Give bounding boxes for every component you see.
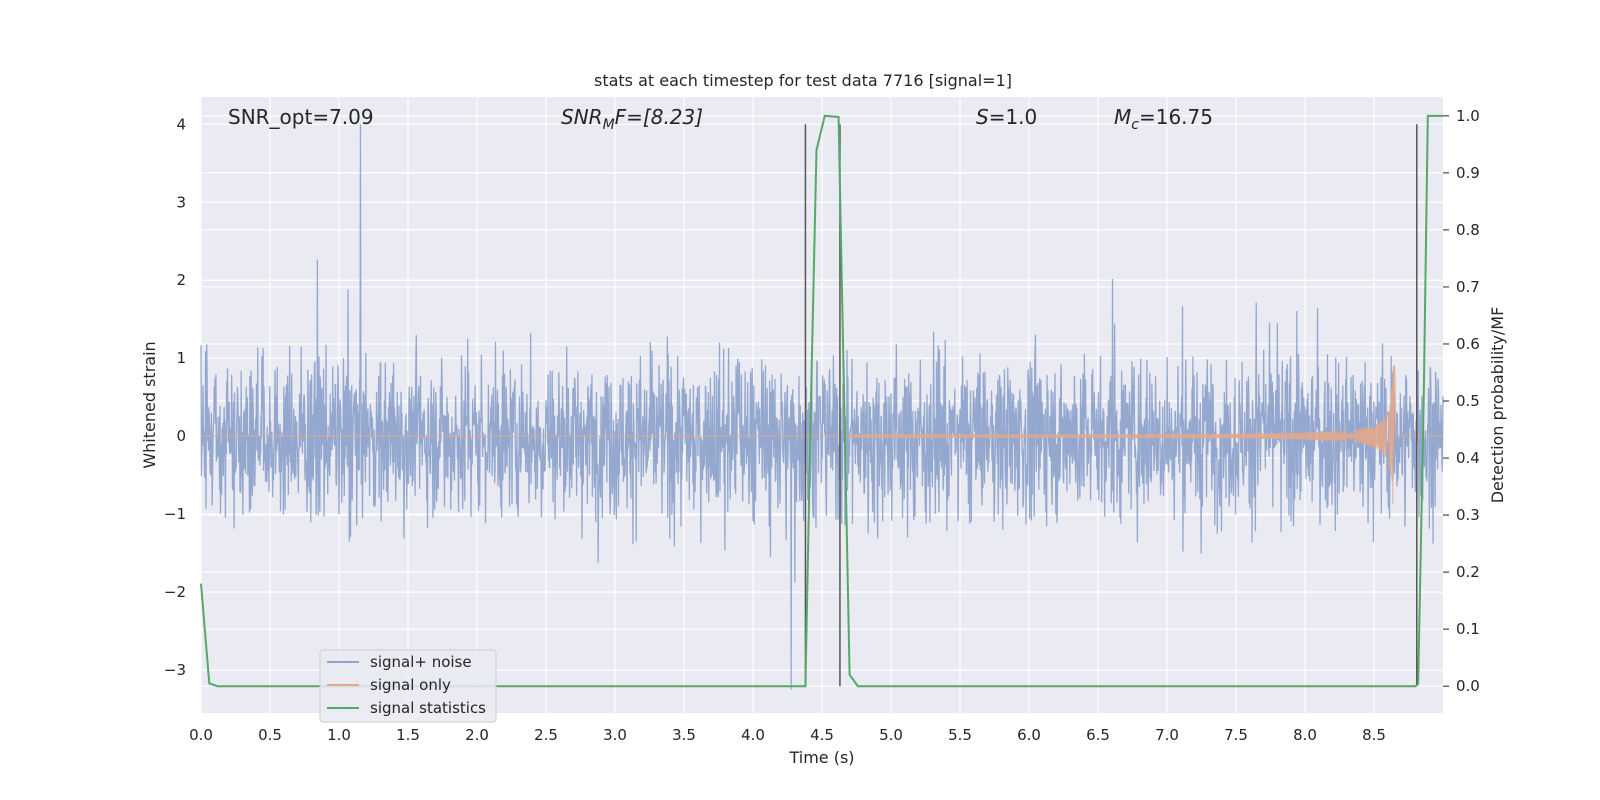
x-tick-label: 8.0 (1293, 726, 1317, 744)
y-right-tick-label: 0.6 (1456, 335, 1480, 353)
y-tick-label: 0 (176, 427, 186, 445)
x-axis-label: Time (s) (788, 748, 854, 767)
y-right-tick-label: 0.1 (1456, 620, 1480, 638)
series-signal-only (201, 365, 1443, 505)
y-tick-label: 1 (176, 349, 186, 367)
y-tick-label: 4 (176, 115, 186, 133)
y-right-axis-label: Detection probability/MF (1488, 307, 1507, 504)
y-right-tick-label: 0.2 (1456, 563, 1480, 581)
snr-mf-suffix: F=[8.23] (615, 105, 703, 129)
y-tick-label: −2 (164, 583, 186, 601)
x-tick-label: 0.0 (189, 726, 213, 744)
y-right-tick-label: 0.3 (1456, 506, 1480, 524)
annotation-s: S=1.0 (976, 105, 1037, 129)
x-tick-label: 8.5 (1362, 726, 1386, 744)
snr-mf-prefix: SNR (561, 105, 603, 129)
mc-suffix: =16.75 (1139, 105, 1213, 129)
y-right-axis-ticks: 1.0 0.9 0.8 0.7 0.6 0.5 0.4 0.3 0.2 0.1 0.0 (1443, 107, 1480, 695)
y-right-tick-label: 0.9 (1456, 164, 1480, 182)
y-axis-ticks: 4 3 2 1 0 −1 −2 −3 (164, 115, 186, 679)
x-tick-label: 3.5 (672, 726, 696, 744)
x-tick-label: 4.5 (810, 726, 834, 744)
annotation-snr-opt: SNR_opt=7.09 (228, 105, 374, 129)
x-tick-label: 3.0 (603, 726, 627, 744)
y-right-tick-label: 0.5 (1456, 392, 1480, 410)
x-tick-label: 7.0 (1155, 726, 1179, 744)
chirp-trace (201, 365, 1443, 505)
legend-label-signal-only: signal only (370, 676, 451, 694)
mc-sub: c (1131, 117, 1139, 133)
y-axis-label: Whitened strain (140, 341, 159, 468)
x-tick-label: 6.0 (1017, 726, 1041, 744)
x-tick-label: 7.5 (1224, 726, 1248, 744)
x-tick-label: 0.5 (258, 726, 282, 744)
x-tick-label: 1.0 (327, 726, 351, 744)
y-tick-label: −3 (164, 661, 186, 679)
y-right-tick-label: 0.7 (1456, 278, 1480, 296)
y-right-tick-label: 0.8 (1456, 221, 1480, 239)
legend-label-signal-statistics: signal statistics (370, 699, 486, 717)
y-tick-label: −1 (164, 505, 186, 523)
y-right-tick-label: 0.0 (1456, 677, 1480, 695)
mc-prefix: M (1114, 105, 1131, 129)
annotation-mc: Mc=16.75 (1114, 105, 1213, 133)
legend-box (319, 649, 497, 723)
legend: signal+ noise signal only signal statist… (319, 649, 497, 723)
x-tick-label: 6.5 (1086, 726, 1110, 744)
y-tick-label: 2 (176, 271, 186, 289)
legend-label-signal-noise: signal+ noise (370, 653, 472, 671)
x-tick-label: 5.5 (948, 726, 972, 744)
x-axis-ticks: 0.0 0.5 1.0 1.5 2.0 2.5 3.0 3.5 4.0 4.5 5.0 5.5 6.0 6… (189, 726, 1386, 744)
noise-trace (200, 124, 1444, 690)
snr-mf-sub: M (603, 117, 615, 133)
y-right-tick-label: 0.4 (1456, 449, 1480, 467)
s-prefix: S (976, 105, 989, 129)
annotation-snr-mf: SNRMF=[8.23] (561, 105, 703, 133)
y-right-tick-label: 1.0 (1456, 107, 1480, 125)
x-tick-label: 5.0 (879, 726, 903, 744)
y-tick-label: 3 (176, 193, 186, 211)
series-signal-noise (200, 124, 1444, 690)
x-tick-label: 4.0 (741, 726, 765, 744)
s-suffix: =1.0 (989, 105, 1038, 129)
chart-title: stats at each timestep for test data 771… (594, 71, 1012, 90)
x-tick-label: 2.5 (534, 726, 558, 744)
x-tick-label: 1.5 (396, 726, 420, 744)
x-tick-label: 2.0 (465, 726, 489, 744)
